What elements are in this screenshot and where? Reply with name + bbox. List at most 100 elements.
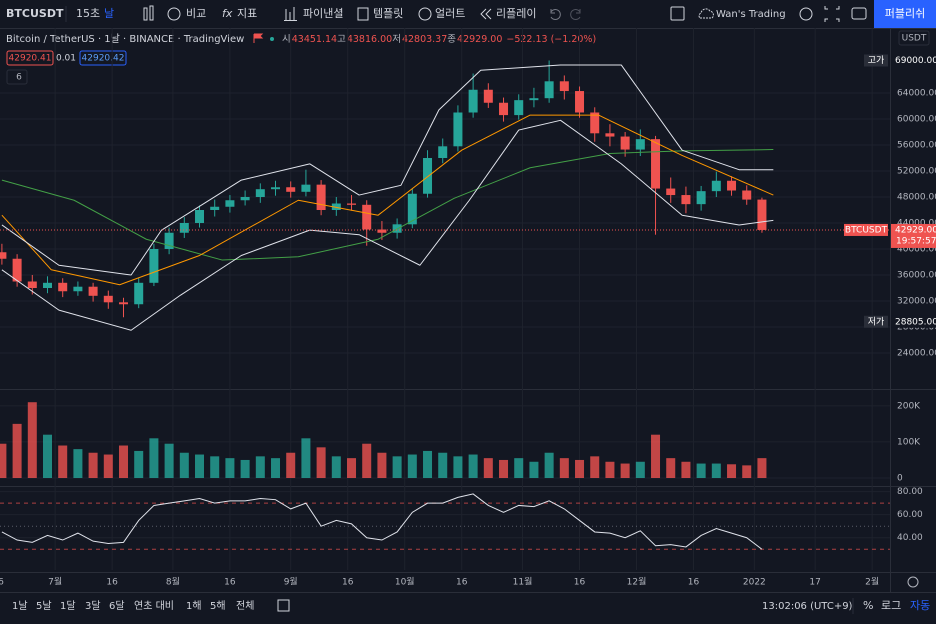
replay[interactable]: 리플레이	[496, 7, 536, 20]
settings-icon[interactable]	[799, 7, 813, 21]
range-button[interactable]: 전체	[236, 600, 254, 612]
undo-icon[interactable]	[550, 9, 561, 20]
candle-body	[271, 187, 281, 190]
range-button[interactable]: 6달	[109, 600, 125, 612]
financials-icon	[284, 7, 297, 21]
candle-body	[575, 91, 585, 113]
candle-body	[651, 139, 661, 189]
price-label: 69000.00	[895, 56, 936, 66]
templates-icon	[357, 7, 369, 21]
volume-bar	[651, 434, 661, 478]
volume-bar	[757, 458, 767, 478]
range-button[interactable]: 연초 대비	[134, 600, 174, 612]
y-tick-label: 80.00	[897, 487, 923, 497]
candle-body	[179, 223, 189, 233]
alert[interactable]: 얼러트	[435, 6, 465, 20]
compare[interactable]: 비교	[186, 7, 206, 20]
fx-icon: fx	[222, 7, 233, 20]
y-tick-label: 0	[897, 474, 903, 484]
interval-alt[interactable]: 날	[104, 7, 114, 20]
spread: 0.01	[56, 54, 76, 64]
candle-icon	[149, 5, 154, 21]
log-toggle[interactable]: 로그	[881, 599, 901, 612]
range-button[interactable]: 5날	[36, 600, 52, 612]
volume-bar	[347, 458, 357, 478]
redo-icon[interactable]	[570, 9, 581, 20]
volume-bar	[635, 461, 645, 478]
candle-body	[27, 281, 37, 289]
volume-bar	[301, 438, 311, 478]
publish-label: 퍼블리쉬	[885, 7, 925, 20]
candle-body	[301, 184, 311, 192]
layout-icon[interactable]	[670, 6, 685, 21]
x-tick-label: 2월	[865, 576, 879, 588]
candle-icon[interactable]	[143, 7, 148, 21]
snapshot-icon[interactable]	[851, 7, 867, 20]
bid-box	[6, 50, 54, 66]
symbol[interactable]: BTCUSDT	[6, 7, 64, 20]
x-tick-label: 16	[574, 578, 586, 588]
candle-body	[696, 191, 706, 205]
layout-name[interactable]: Wan's Trading	[716, 9, 786, 20]
ohlc-value: 42803.37	[402, 34, 447, 45]
candle-body	[605, 133, 615, 137]
y-tick-label: 64000.00	[897, 89, 936, 99]
x-tick-label: 17	[809, 578, 820, 588]
indicators[interactable]: 지표	[237, 7, 257, 20]
candle-body	[103, 295, 113, 303]
x-tick-label: 11월	[513, 576, 533, 588]
interval[interactable]: 15초	[76, 7, 100, 20]
price-tag: 저가	[868, 316, 885, 327]
fullscreen-icon[interactable]	[824, 6, 840, 22]
y-tick-label: 200K	[897, 401, 921, 411]
volume-bar	[210, 456, 220, 478]
templates[interactable]: 템플릿	[373, 7, 403, 20]
ohlc-key: 저	[392, 34, 401, 45]
price-tag: BTCUSDT	[845, 225, 888, 235]
rsi-line	[1, 493, 763, 550]
ohlc-legend: 시43451.14고43816.00저42803.37종42929.00 −522…	[282, 34, 596, 45]
financials[interactable]: 파이낸셜	[303, 7, 343, 20]
volume-bar	[73, 449, 83, 478]
volume-bar	[286, 452, 296, 478]
volume-bar	[407, 454, 417, 478]
range-button[interactable]: 1달	[60, 600, 76, 612]
range-button[interactable]: 5해	[210, 599, 226, 612]
indicator-count: 6	[16, 73, 22, 83]
x-tick-label: 2022	[743, 578, 766, 588]
candle-body	[58, 282, 68, 292]
date-range-icon[interactable]	[277, 599, 290, 612]
volume-bar	[423, 450, 433, 478]
candle-body	[362, 204, 372, 230]
range-button[interactable]: 3달	[85, 600, 101, 612]
candle-body	[635, 139, 645, 150]
candle-body	[134, 282, 144, 305]
candle-body	[423, 158, 433, 194]
publish-button[interactable]	[874, 0, 936, 28]
volume-bar	[27, 402, 37, 478]
candle-body	[12, 258, 22, 282]
volume-bar	[620, 463, 630, 478]
compare-icon[interactable]	[167, 7, 181, 21]
candle-body	[727, 180, 737, 191]
legend-title: Bitcoin / TetherUS · 1날 · BINANCE · Trad…	[6, 33, 244, 45]
auto-toggle[interactable]: 자동	[910, 599, 930, 612]
axis-settings-icon[interactable]	[907, 576, 919, 588]
ohlc-key: 종	[447, 34, 456, 45]
ohlc-value: 43451.14	[292, 34, 337, 45]
currency-box[interactable]	[898, 30, 930, 46]
volume-bar	[590, 456, 600, 478]
indicator-count-box[interactable]	[6, 69, 28, 85]
candle-body	[711, 180, 721, 192]
percent-toggle[interactable]: %	[863, 599, 873, 612]
range-button[interactable]: 1해	[186, 599, 202, 612]
candle-body	[149, 249, 159, 283]
cloud-icon	[698, 8, 714, 19]
range-button[interactable]: 1날	[12, 600, 28, 612]
flag-icon	[253, 33, 264, 43]
volume-bar	[12, 423, 22, 478]
volume-bar	[438, 452, 448, 478]
candle-body	[286, 187, 296, 192]
